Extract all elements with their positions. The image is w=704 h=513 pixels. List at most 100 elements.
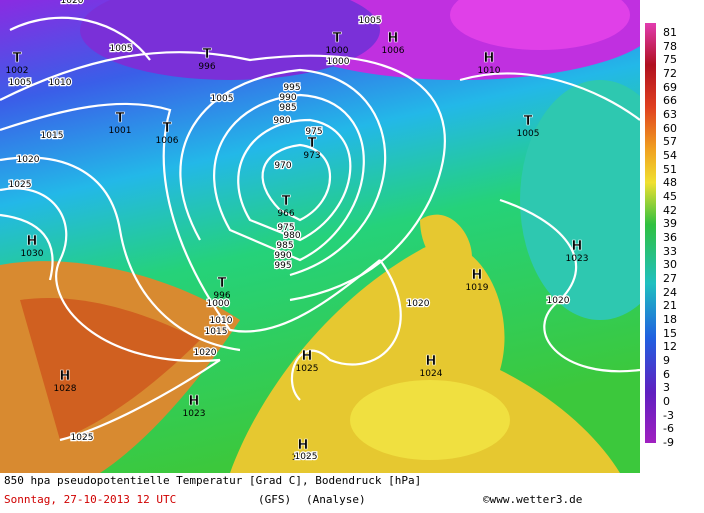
color-bar-label: 69: [663, 80, 677, 94]
footer-credit: ©www.wetter3.de: [483, 493, 583, 506]
pressure-value: 973: [303, 151, 320, 161]
isobar-label: 980: [283, 231, 300, 241]
pressure-value: 1001: [109, 126, 132, 136]
color-bar-label: 12: [663, 340, 677, 354]
isobar-label: 975: [305, 127, 322, 137]
pressure-symbol: H: [572, 239, 583, 254]
pressure-value: 1030: [21, 249, 44, 259]
pressure-symbol: H: [298, 438, 309, 453]
color-bar-label: -3: [663, 408, 674, 422]
isobar-label: 980: [273, 116, 290, 126]
color-bar-label: 18: [663, 313, 677, 326]
isobar-label: 1025: [9, 180, 32, 190]
isobar-label: 1000: [327, 57, 350, 67]
pressure-value: 996: [198, 62, 215, 72]
region: [230, 243, 620, 473]
color-bar-label: -9: [663, 436, 674, 449]
color-bar-label: 63: [663, 108, 677, 121]
footer-model: (GFS): [258, 493, 292, 506]
color-bar-label: 33: [663, 244, 677, 258]
pressure-symbol: T: [163, 121, 172, 136]
color-bar-label: 54: [663, 149, 677, 162]
footer-run: (Analyse): [306, 493, 366, 506]
pressure-symbol: T: [333, 31, 342, 46]
color-bar-label: 72: [663, 67, 677, 80]
pressure-value: 1019: [466, 283, 489, 293]
color-bar-label: 0: [663, 395, 670, 408]
region: [350, 380, 510, 460]
region: [450, 0, 630, 50]
color-bar-label: 57: [663, 135, 677, 149]
footer-date: Sonntag, 27-10-2013 12 UTC: [4, 493, 177, 506]
pressure-symbol: T: [116, 111, 125, 126]
isobar-label: 1000: [207, 299, 230, 309]
color-bar-label: 9: [663, 354, 670, 367]
isobar-label: 1020: [407, 299, 430, 309]
pressure-symbol: H: [388, 31, 399, 46]
pressure-value: 996: [213, 291, 230, 301]
pressure-value: 1028: [54, 384, 77, 394]
color-bar-label: 39: [663, 217, 677, 231]
isobar-label: 1025: [295, 452, 318, 462]
pressure-value: 1002: [6, 66, 29, 76]
pressure-value: 1010: [478, 66, 501, 76]
isobar-label: 975: [277, 223, 294, 233]
isobar-label: 1005: [359, 16, 382, 26]
pressure-symbol: H: [60, 369, 71, 384]
color-bar-label: 45: [663, 190, 677, 203]
pressure-value: 1024: [420, 369, 443, 379]
color-bar-label: 42: [663, 203, 677, 217]
color-bar-label: 27: [663, 272, 677, 285]
color-bar-label: 48: [663, 176, 677, 190]
footer-title: 850 hpa pseudopotentielle Temperatur [Gr…: [4, 474, 422, 487]
isobar-label: 1005: [211, 94, 234, 104]
isobar-label: 1015: [41, 131, 64, 141]
color-bar-label: -6: [663, 422, 674, 436]
pressure-value: 1023: [566, 254, 589, 264]
color-bar: [645, 23, 656, 443]
isobar-label: 1025: [71, 433, 94, 443]
color-bar-label: 66: [663, 94, 677, 108]
color-bar-label: 30: [663, 258, 677, 272]
isobar-label: 985: [276, 241, 293, 251]
color-bar-label: 6: [663, 367, 670, 381]
color-bar-label: 75: [663, 53, 677, 67]
color-bar-label: 36: [663, 231, 677, 244]
isobar-label: 970: [274, 161, 291, 171]
pressure-symbol: T: [203, 47, 212, 62]
pressure-symbol: H: [189, 394, 200, 409]
pressure-symbol: T: [218, 276, 227, 291]
isobar-label: 1010: [49, 78, 72, 88]
color-bar-label: 51: [663, 162, 677, 176]
pressure-symbol: H: [484, 51, 495, 66]
pressure-value: 1005: [517, 129, 540, 139]
isobar-label: 1020: [17, 155, 40, 165]
isobar-label: 1020: [547, 296, 570, 306]
color-bar-label: 81: [663, 26, 677, 39]
color-bar-label: 15: [663, 326, 677, 340]
pressure-symbol: T: [524, 114, 533, 129]
isobar-label: 1020: [194, 348, 217, 358]
isobar-label: 1005: [110, 44, 133, 54]
region: [20, 298, 200, 440]
pressure-symbol: H: [426, 354, 437, 369]
pressure-value: 1023: [292, 453, 315, 463]
isobar-label: 1020: [61, 0, 84, 6]
region: [80, 0, 380, 80]
isobar-label: 1010: [210, 316, 233, 326]
pressure-value: 1006: [156, 136, 179, 146]
isobar-label: 985: [279, 103, 296, 113]
isobars: [0, 16, 640, 442]
isobar-label: 995: [274, 261, 291, 271]
region: [520, 80, 640, 320]
isobar-label: 990: [279, 93, 296, 103]
isobar-label: 1015: [205, 327, 228, 337]
color-bar-label: 78: [663, 39, 677, 53]
pressure-value: 1006: [382, 46, 405, 56]
color-bar-label: 60: [663, 121, 677, 135]
isobar-label: 990: [274, 251, 291, 261]
pressure-symbol: H: [472, 268, 483, 283]
pressure-symbol: T: [308, 136, 317, 151]
